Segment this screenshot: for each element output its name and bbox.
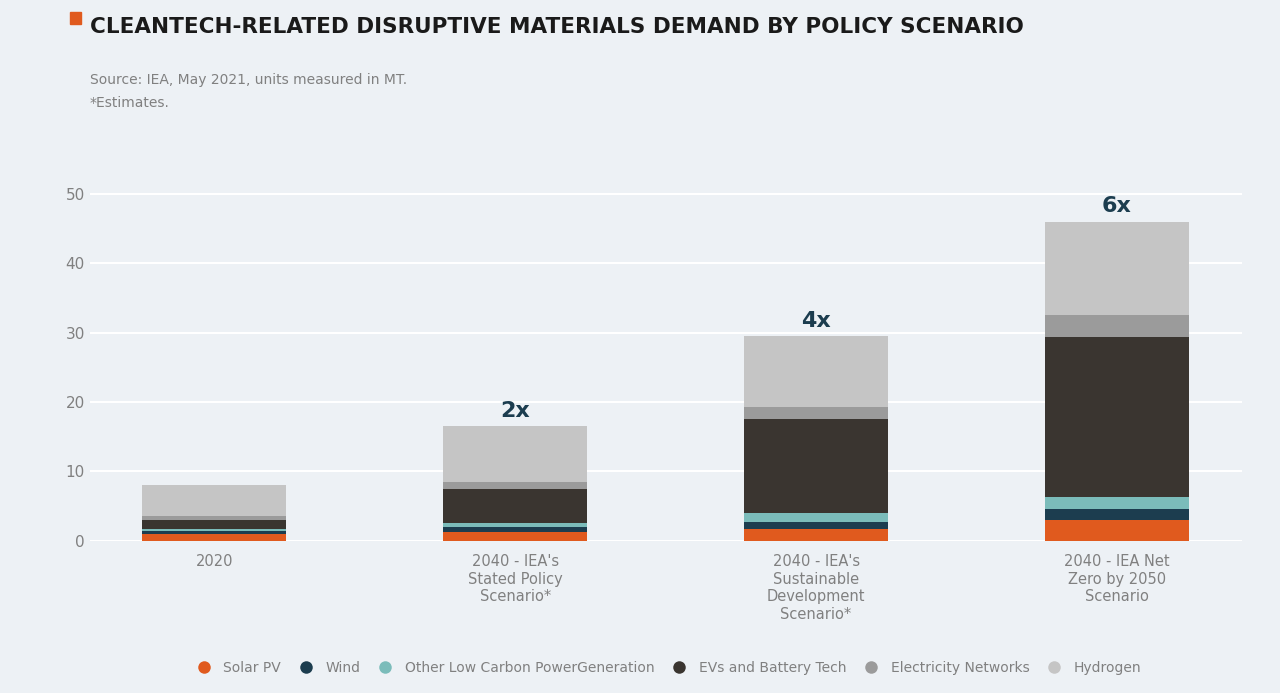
Bar	[142, 516, 287, 520]
Bar	[443, 527, 588, 532]
Bar	[744, 419, 888, 513]
Bar	[744, 522, 888, 529]
Text: 4x: 4x	[801, 310, 831, 331]
Bar	[443, 523, 588, 527]
Legend: Solar PV, Wind, Other Low Carbon PowerGeneration, EVs and Battery Tech, Electric: Solar PV, Wind, Other Low Carbon PowerGe…	[184, 656, 1147, 681]
Bar	[744, 513, 888, 522]
Bar	[1044, 337, 1189, 497]
Bar	[1044, 315, 1189, 337]
Bar	[1044, 520, 1189, 541]
Bar	[443, 489, 588, 523]
Bar	[1044, 222, 1189, 315]
Bar	[142, 534, 287, 541]
Bar	[443, 426, 588, 482]
Bar	[443, 482, 588, 489]
Bar	[142, 529, 287, 531]
Bar	[744, 407, 888, 419]
Text: 6x: 6x	[1102, 196, 1132, 216]
Text: CLEANTECH-RELATED DISRUPTIVE MATERIALS DEMAND BY POLICY SCENARIO: CLEANTECH-RELATED DISRUPTIVE MATERIALS D…	[90, 17, 1024, 37]
Bar	[744, 336, 888, 407]
Bar	[744, 529, 888, 541]
Bar	[443, 532, 588, 541]
Bar	[1044, 509, 1189, 520]
Bar	[142, 485, 287, 516]
Text: Source: IEA, May 2021, units measured in MT.: Source: IEA, May 2021, units measured in…	[90, 73, 407, 87]
Text: 2x: 2x	[500, 401, 530, 421]
Text: *Estimates.: *Estimates.	[90, 96, 169, 109]
Bar	[142, 520, 287, 529]
Bar	[1044, 497, 1189, 509]
Bar	[142, 531, 287, 534]
